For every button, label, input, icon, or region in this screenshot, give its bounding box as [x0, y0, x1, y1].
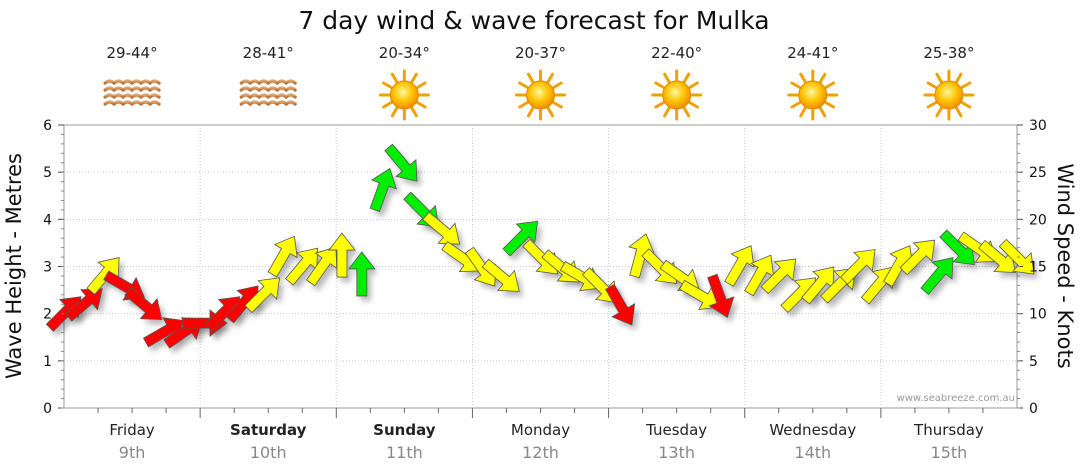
day-temp: 25-38°	[923, 44, 974, 62]
day-name: Friday	[109, 421, 155, 439]
day-name: Sunday	[373, 421, 436, 439]
wind-arrow	[707, 273, 735, 318]
day-date: 15th	[931, 443, 968, 462]
y-tick-label-left: 2	[43, 307, 52, 323]
wind-arrow	[328, 232, 356, 278]
wind-arrow	[422, 211, 461, 245]
wind-arrow	[124, 286, 163, 321]
wind-arrow	[348, 251, 376, 297]
wind-arrow	[522, 238, 558, 275]
sun-icon	[515, 69, 566, 121]
day-date: 10th	[250, 443, 287, 462]
day-temp: 20-34°	[379, 44, 430, 62]
wind-arrow	[899, 239, 936, 276]
waves-icon	[103, 79, 161, 107]
day-name: Saturday	[230, 421, 307, 439]
wind-arrow	[998, 238, 1035, 275]
day-temp: 22-40°	[651, 44, 702, 62]
sun-icon	[923, 69, 975, 121]
y-tick-label-left: 3	[43, 260, 52, 276]
day-temp: 28-41°	[243, 44, 294, 62]
chart-title: 7 day wind & wave forecast for Mulka	[298, 6, 769, 35]
y-tick-label-left: 6	[43, 118, 52, 134]
wind-arrow	[244, 277, 280, 314]
day-date: 11th	[386, 443, 423, 462]
day-name: Wednesday	[769, 421, 856, 439]
y-tick-label-left: 1	[43, 354, 52, 370]
wind-arrow	[384, 143, 418, 182]
wind-arrow	[502, 220, 539, 257]
day-temp: 20-37°	[515, 44, 566, 62]
wind-arrow	[920, 257, 954, 296]
wind-arrow	[860, 266, 894, 305]
day-date: 9th	[119, 443, 146, 462]
day-temp: 24-41°	[787, 44, 838, 62]
wind-arrow	[267, 235, 298, 278]
day-temp: 29-44°	[107, 44, 158, 62]
day-name: Monday	[511, 421, 570, 439]
day-header-row: 29-44° 28-41° 20-34° 20-37° 22-40° 24-41° 25-3…	[103, 44, 975, 121]
y-tick-label-right: 30	[1029, 118, 1047, 134]
wind-arrow	[839, 249, 876, 285]
wind-arrows	[45, 143, 1035, 349]
day-name: Thursday	[913, 421, 984, 439]
day-name: Tuesday	[645, 421, 707, 439]
wind-arrow	[64, 288, 103, 322]
y-tick-label-right: 20	[1029, 212, 1047, 228]
sun-icon	[787, 69, 839, 121]
day-date: 13th	[658, 443, 695, 462]
y-tick-label-left: 4	[43, 212, 52, 228]
y-tick-label-right: 15	[1029, 260, 1047, 276]
y-tick-label-left: 5	[43, 165, 52, 181]
y-tick-label-right: 0	[1029, 401, 1038, 417]
wind-arrow	[369, 167, 397, 213]
y-tick-label-left: 0	[43, 401, 52, 417]
y-axis-right-title: Wind Speed - Knots	[1053, 163, 1077, 368]
y-tick-label-right: 10	[1029, 307, 1047, 323]
day-date: 14th	[794, 443, 831, 462]
x-axis-day-labels: Friday 9th Saturday 10th Sunday 11th Monday 12t…	[109, 421, 984, 462]
y-axis-right: 0 5 10 15 20 25 30	[1017, 118, 1047, 417]
waves-icon	[239, 79, 297, 107]
day-date: 12th	[522, 443, 559, 462]
wind-arrow	[305, 246, 338, 287]
y-tick-label-right: 25	[1029, 165, 1047, 181]
y-axis-left-title: Wave Height - Metres	[2, 153, 26, 379]
wind-arrow	[481, 258, 520, 292]
wind-arrow	[641, 248, 678, 284]
sun-icon	[378, 69, 430, 121]
sun-icon	[651, 69, 703, 121]
y-tick-label-right: 5	[1029, 354, 1038, 370]
wind-arrow	[724, 245, 755, 287]
wind-arrow	[760, 258, 797, 295]
wind-arrow	[605, 283, 636, 326]
watermark: www.seabreeze.com.au	[897, 393, 1015, 404]
y-axis-left: 0 1 2 3 4 5 6	[43, 118, 64, 417]
